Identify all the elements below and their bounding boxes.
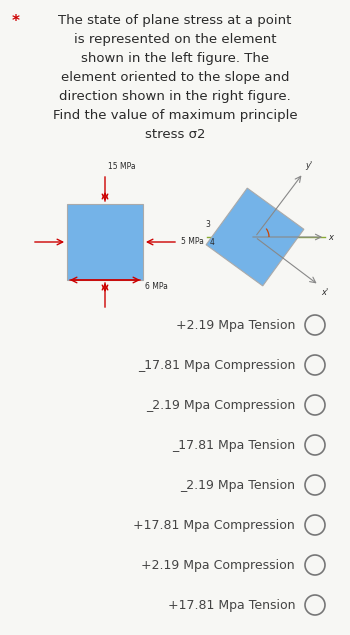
- Text: 3: 3: [205, 220, 210, 229]
- Text: is represented on the element: is represented on the element: [74, 33, 276, 46]
- Text: shown in the left figure. The: shown in the left figure. The: [81, 52, 269, 65]
- Text: element oriented to the slope and: element oriented to the slope and: [61, 71, 289, 84]
- Text: +2.19 Mpa Tension: +2.19 Mpa Tension: [176, 319, 295, 331]
- Text: +17.81 Mpa Tension: +17.81 Mpa Tension: [168, 599, 295, 612]
- Text: y': y': [305, 161, 313, 170]
- Text: direction shown in the right figure.: direction shown in the right figure.: [59, 90, 291, 103]
- Text: _2.19 Mpa Tension: _2.19 Mpa Tension: [180, 479, 295, 491]
- Text: 5 MPa: 5 MPa: [181, 237, 204, 246]
- Text: 15 MPa: 15 MPa: [108, 162, 136, 171]
- Text: 6 MPa: 6 MPa: [145, 282, 168, 291]
- Text: *: *: [12, 14, 20, 29]
- Text: 4: 4: [210, 238, 215, 247]
- Text: Find the value of maximum principle: Find the value of maximum principle: [53, 109, 297, 122]
- Text: +2.19 Mpa Compression: +2.19 Mpa Compression: [141, 559, 295, 572]
- Text: stress σ2: stress σ2: [145, 128, 205, 141]
- Bar: [67, 204, 143, 280]
- Text: +17.81 Mpa Compression: +17.81 Mpa Compression: [133, 519, 295, 531]
- Text: _2.19 Mpa Compression: _2.19 Mpa Compression: [146, 399, 295, 411]
- Text: x: x: [328, 232, 333, 241]
- Text: The state of plane stress at a point: The state of plane stress at a point: [58, 14, 292, 27]
- Text: _17.81 Mpa Compression: _17.81 Mpa Compression: [138, 359, 295, 371]
- Text: _17.81 Mpa Tension: _17.81 Mpa Tension: [172, 439, 295, 451]
- Text: x': x': [321, 288, 328, 297]
- Polygon shape: [206, 188, 304, 286]
